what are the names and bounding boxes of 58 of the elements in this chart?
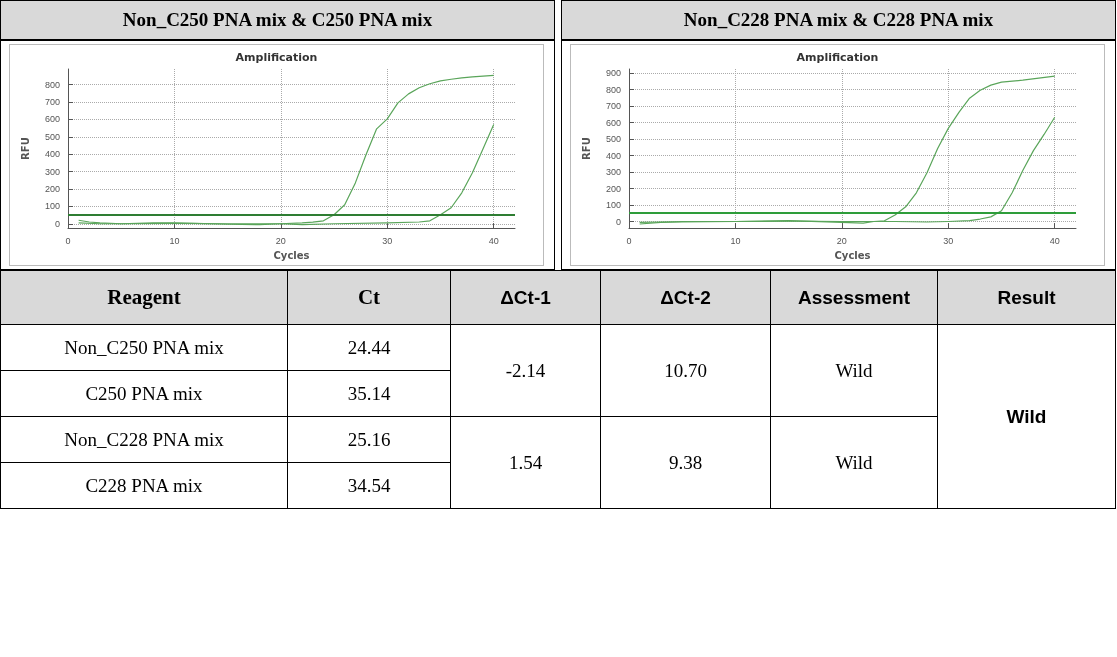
text: Wild (770, 416, 938, 509)
chart-subtitle: Amplification (235, 51, 318, 64)
y-tick-label: 200 (605, 183, 621, 194)
y-tick-label: 100 (44, 201, 60, 212)
y-tick-label: 500 (44, 131, 60, 142)
x-tick-label: 20 (275, 235, 286, 246)
y-tick-label: 700 (44, 97, 60, 108)
y-axis-title: RFU (580, 137, 592, 160)
x-tick-label: 0 (65, 235, 71, 246)
text: Wild (937, 324, 1116, 509)
text: C250 PNA mix (0, 370, 288, 417)
text: Ct (287, 270, 451, 325)
y-axis-title: RFU (19, 137, 31, 160)
x-tick-label: 40 (488, 235, 499, 246)
x-tick-label: 10 (730, 235, 741, 246)
text: -2.14 (450, 324, 601, 417)
text: Reagent (0, 270, 288, 325)
text: Assessment (770, 270, 938, 325)
y-tick-label: 900 (605, 68, 621, 79)
chart-title: Non_C250 PNA mix & C250 PNA mix (1, 1, 554, 41)
y-tick-label: 800 (605, 84, 621, 95)
y-tick-label: 700 (605, 101, 621, 112)
x-tick-label: 30 (943, 235, 954, 246)
y-tick-label: 500 (605, 134, 621, 145)
y-tick-label: 300 (44, 166, 60, 177)
x-axis-title: Cycles (273, 249, 310, 261)
text: ΔCt-2 (600, 270, 771, 325)
y-tick-label: 600 (44, 114, 60, 125)
y-tick-label: 100 (605, 200, 621, 211)
x-tick-label: 30 (382, 235, 393, 246)
text: 34.54 (287, 462, 451, 509)
text: Wild (770, 324, 938, 417)
chart-subtitle: Amplification (796, 51, 879, 64)
y-tick-label: 400 (44, 149, 60, 160)
x-axis-title: Cycles (834, 249, 871, 261)
text: 24.44 (287, 324, 451, 371)
y-tick-label: 200 (44, 183, 60, 194)
x-tick-label: 10 (169, 235, 180, 246)
text: Result (937, 270, 1116, 325)
x-tick-label: 40 (1049, 235, 1060, 246)
y-tick-label: 0 (615, 216, 621, 227)
text: 25.16 (287, 416, 451, 463)
text: Non_C228 PNA mix (0, 416, 288, 463)
text: 9.38 (600, 416, 771, 509)
text: 1.54 (450, 416, 601, 509)
y-tick-label: 400 (605, 150, 621, 161)
text: Non_C250 PNA mix (0, 324, 288, 371)
text: 10.70 (600, 324, 771, 417)
y-tick-label: 300 (605, 167, 621, 178)
chart-title: Non_C228 PNA mix & C228 PNA mix (562, 1, 1115, 41)
text: C228 PNA mix (0, 462, 288, 509)
text: ΔCt-1 (450, 270, 601, 325)
text: 35.14 (287, 370, 451, 417)
y-tick-label: 800 (44, 79, 60, 90)
x-tick-label: 20 (836, 235, 847, 246)
y-tick-label: 0 (54, 218, 60, 229)
y-tick-label: 600 (605, 117, 621, 128)
x-tick-label: 0 (626, 235, 632, 246)
